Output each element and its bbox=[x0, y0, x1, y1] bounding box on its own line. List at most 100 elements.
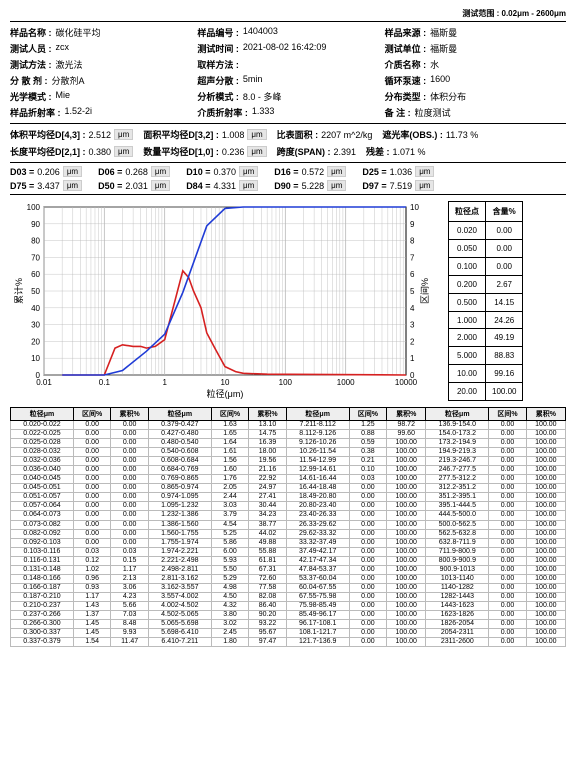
meta-label: 分布类型 : bbox=[385, 90, 427, 103]
meta-cell: 分布类型 :体积分布 bbox=[385, 90, 566, 103]
stat-label: 跨度(SPAN) : bbox=[277, 145, 331, 158]
meta-value: 1.333 bbox=[252, 106, 275, 119]
d-value-item: D75 =3.437μm bbox=[10, 180, 82, 191]
svg-text:累计%: 累计% bbox=[13, 278, 24, 304]
svg-text:1: 1 bbox=[162, 378, 167, 387]
table-row: 0.116-0.1310.120.152.221-2.4985.9361.814… bbox=[11, 556, 566, 565]
d-label: D84 = bbox=[186, 181, 210, 191]
big-table-header: 累积% bbox=[249, 408, 286, 421]
meta-value: 1404003 bbox=[243, 26, 278, 39]
svg-text:5: 5 bbox=[410, 287, 415, 296]
meta-label: 样品来源 : bbox=[385, 26, 427, 39]
big-table-header: 区间% bbox=[489, 408, 526, 421]
svg-text:2: 2 bbox=[410, 337, 415, 346]
stat-value: 1.071 % bbox=[393, 147, 426, 157]
meta-value: 激光法 bbox=[56, 58, 83, 71]
side-table-header: 粒径点 bbox=[449, 202, 486, 222]
svg-text:90: 90 bbox=[31, 220, 40, 229]
stat-value: 0.236 bbox=[222, 147, 245, 157]
stat-value: 2.391 bbox=[334, 147, 357, 157]
svg-text:8: 8 bbox=[410, 237, 415, 246]
table-row: 0.092-0.1030.000.001.755-1.9745.8649.883… bbox=[11, 538, 566, 547]
big-table-header: 粒径μm bbox=[148, 408, 211, 421]
meta-value: 8.0 - 多峰 bbox=[243, 90, 282, 103]
d-label: D03 = bbox=[10, 167, 34, 177]
svg-text:9: 9 bbox=[410, 220, 415, 229]
svg-text:70: 70 bbox=[31, 253, 40, 262]
d-value: 0.206 bbox=[37, 167, 60, 177]
meta-value: 1600 bbox=[430, 74, 450, 87]
unit-box: μm bbox=[63, 180, 82, 191]
table-row: 0.0500.00 bbox=[449, 240, 523, 258]
meta-cell: 测试人员 :zcx bbox=[10, 42, 191, 55]
d-label: D75 = bbox=[10, 181, 34, 191]
svg-text:20: 20 bbox=[31, 337, 40, 346]
d-label: D97 = bbox=[362, 181, 386, 191]
d-value-item: D50 =2.031μm bbox=[98, 180, 170, 191]
svg-text:10: 10 bbox=[221, 378, 230, 387]
d-label: D50 = bbox=[98, 181, 122, 191]
test-range: 测试范围 : 0.02μm - 2600μm bbox=[10, 8, 566, 19]
d-value-item: D06 =0.268μm bbox=[98, 166, 170, 177]
d-label: D10 = bbox=[186, 167, 210, 177]
meta-label: 样品编号 : bbox=[197, 26, 239, 39]
unit-box: μm bbox=[63, 166, 82, 177]
meta-label: 样品名称 : bbox=[10, 26, 52, 39]
meta-value: 分散剂A bbox=[52, 74, 85, 87]
d-value: 0.572 bbox=[302, 167, 325, 177]
big-table-header: 区间% bbox=[211, 408, 248, 421]
d-values-row-2: D75 =3.437μm D50 =2.031μm D84 =4.331μm D90 … bbox=[10, 180, 566, 191]
meta-cell: 备 注 :粒度测试 bbox=[385, 106, 566, 119]
meta-label: 取样方法 : bbox=[197, 58, 239, 71]
stats-row-2: 长度平均径D[2,1] :0.380μm数量平均径D[1,0] :0.236μm… bbox=[10, 145, 566, 158]
meta-cell: 循环泵速 :1600 bbox=[385, 74, 566, 87]
meta-cell: 分析模式 :8.0 - 多峰 bbox=[197, 90, 378, 103]
svg-text:60: 60 bbox=[31, 270, 40, 279]
d-label: D90 = bbox=[274, 181, 298, 191]
divider bbox=[10, 123, 566, 124]
unit-box: μm bbox=[151, 180, 170, 191]
d-value: 7.519 bbox=[390, 181, 413, 191]
unit-box: μm bbox=[327, 166, 346, 177]
meta-label: 介质名称 : bbox=[385, 58, 427, 71]
d-value-item: D10 =0.370μm bbox=[186, 166, 258, 177]
big-table-header: 区间% bbox=[349, 408, 386, 421]
svg-text:100: 100 bbox=[27, 203, 41, 212]
distribution-chart: 01020304050607080901000123456789100.010.… bbox=[10, 201, 440, 401]
svg-text:4: 4 bbox=[410, 304, 415, 313]
svg-text:1000: 1000 bbox=[337, 378, 355, 387]
stats-row-1: 体积平均径D[4,3] :2.512μm面积平均径D[3,2] :1.008μm… bbox=[10, 128, 566, 141]
svg-text:6: 6 bbox=[410, 270, 415, 279]
stat-item: 比表面积 :2207 m^2/kg bbox=[277, 128, 373, 141]
distribution-table: 粒径μm区间%累积%粒径μm区间%累积%粒径μm区间%累积%粒径μm区间%累积%… bbox=[10, 407, 566, 647]
meta-label: 超声分散 : bbox=[197, 74, 239, 87]
unit-box: μm bbox=[415, 166, 434, 177]
meta-label: 测试人员 : bbox=[10, 42, 52, 55]
d-value-item: D84 =4.331μm bbox=[186, 180, 258, 191]
meta-label: 循环泵速 : bbox=[385, 74, 427, 87]
big-table-header: 累积% bbox=[387, 408, 426, 421]
svg-text:1: 1 bbox=[410, 354, 415, 363]
report-page: 测试范围 : 0.02μm - 2600μm 样品名称 :碳化硅平均样品编号 :… bbox=[0, 0, 576, 655]
table-row: 1.00024.26 bbox=[449, 311, 523, 329]
divider bbox=[10, 194, 566, 195]
table-row: 10.0099.16 bbox=[449, 365, 523, 383]
table-row: 0.032-0.0360.000.000.608-0.6841.5619.561… bbox=[11, 457, 566, 466]
stat-item: 体积平均径D[4,3] :2.512μm bbox=[10, 128, 133, 141]
meta-cell: 样品编号 : 1404003 bbox=[197, 26, 378, 39]
meta-cell: 取样方法 : bbox=[197, 58, 378, 71]
table-row: 0.057-0.0640.000.001.095-1.2323.0330.442… bbox=[11, 502, 566, 511]
svg-text:0.01: 0.01 bbox=[36, 378, 52, 387]
meta-label: 备 注 : bbox=[385, 106, 411, 119]
meta-cell: 介质名称 :水 bbox=[385, 58, 566, 71]
unit-box: μm bbox=[151, 166, 170, 177]
table-row: 0.0200.00 bbox=[449, 222, 523, 240]
d-values-row-1: D03 =0.206μmD06 =0.268μmD10 =0.370μmD16 … bbox=[10, 166, 566, 177]
meta-cell: 光学模式 :Mie bbox=[10, 90, 191, 103]
stat-label: 比表面积 : bbox=[277, 128, 319, 141]
table-row: 0.166-0.1870.933.063.162-3.5574.9877.586… bbox=[11, 583, 566, 592]
meta-value: 5min bbox=[243, 74, 263, 87]
table-row: 0.2002.67 bbox=[449, 275, 523, 293]
stat-value: 2207 m^2/kg bbox=[321, 130, 372, 140]
svg-text:100: 100 bbox=[279, 378, 293, 387]
